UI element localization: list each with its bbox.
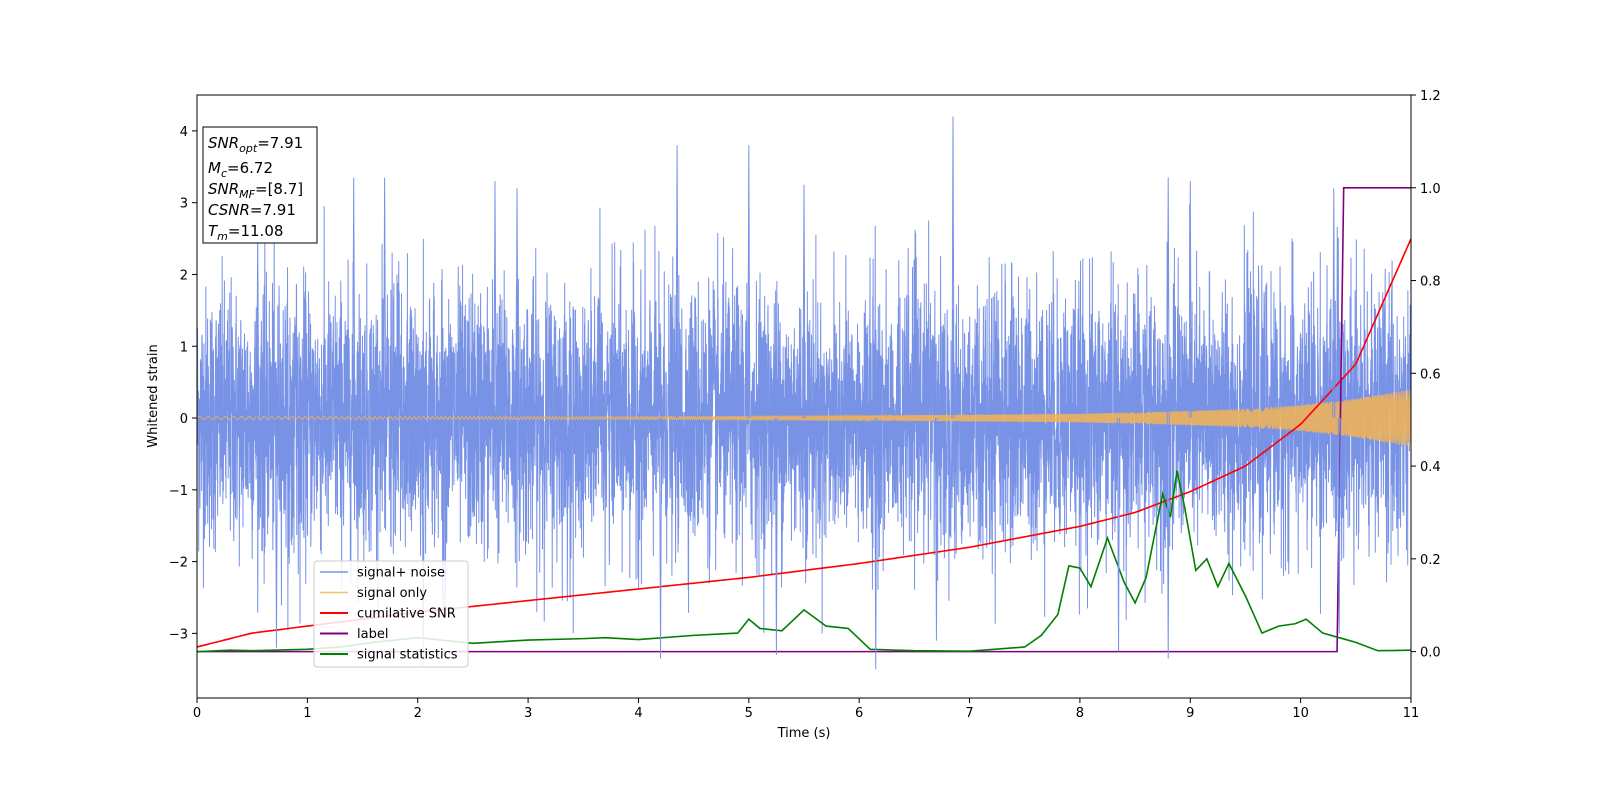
noise-spike (1332, 188, 1336, 419)
y-axis-ticks: −3 −2 −1 0 1 2 3 4 (169, 125, 197, 642)
legend-label: signal statistics (357, 648, 458, 663)
series-signal-noise-line (197, 204, 1411, 634)
plot-frame (196, 94, 1412, 699)
info-box-line: SNRopt=7.91 (208, 134, 303, 155)
info-box-line: CSNR=7.91 (208, 201, 296, 219)
x-tick-label: 3 (524, 706, 532, 721)
y-tick-label: 4 (180, 125, 188, 140)
y2-tick-label: 0.2 (1420, 553, 1441, 568)
noise-spike (659, 418, 663, 659)
noise-spike (1188, 181, 1192, 419)
x-tick-label: 7 (965, 706, 973, 721)
x-tick-label: 9 (1186, 706, 1194, 721)
noise-spike (1337, 418, 1341, 634)
noise-spike (774, 418, 778, 655)
y-tick-label: −2 (169, 556, 188, 571)
noise-spike (383, 177, 387, 419)
noise-spike (1166, 418, 1170, 659)
y2-tick-label: 0.6 (1420, 367, 1441, 382)
noise-spike (747, 145, 751, 419)
noise-spike (493, 181, 497, 419)
info-box-frame (202, 126, 318, 244)
info-box-line: SNRMF=[8.7] (208, 180, 303, 201)
x-tick-label: 1 (303, 706, 311, 721)
noise-spike (1117, 418, 1121, 652)
x-tick-label: 10 (1292, 706, 1309, 721)
noise-spike (515, 188, 519, 419)
y2-tick-label: 0.4 (1420, 460, 1441, 475)
y-tick-label: 0 (180, 412, 188, 427)
y-tick-label: 1 (180, 340, 188, 355)
info-box-line: Tm=11.08 (208, 222, 283, 243)
info-box-line: Mc=6.72 (208, 159, 273, 180)
noise-spike (274, 418, 278, 648)
noise-spike (352, 177, 356, 419)
y2-tick-label: 1.2 (1420, 89, 1441, 104)
x-tick-label: 5 (745, 706, 753, 721)
x-tick-label: 0 (193, 706, 201, 721)
y-tick-label: 2 (180, 268, 188, 283)
y-axis-title: Whitened strain (146, 344, 161, 447)
series-signal-statistics-line (197, 470, 1411, 653)
legend-frame (313, 560, 469, 668)
y2-tick-label: 0.8 (1420, 275, 1441, 290)
y2-tick-label: 0.0 (1420, 646, 1441, 661)
series-signal-only-line (197, 389, 1411, 447)
x-tick-label: 11 (1403, 706, 1420, 721)
y2-axis-ticks: 0.0 0.2 0.4 0.6 0.8 1.0 1.2 (1411, 89, 1441, 661)
noise-spike (874, 418, 878, 670)
legend: signal+ noise signal only cumilative SNR la… (313, 560, 469, 668)
y-tick-label: 3 (180, 197, 188, 212)
legend-label: signal only (357, 586, 427, 601)
noise-spike (951, 116, 955, 419)
y-tick-label: −3 (169, 627, 188, 642)
legend-label: signal+ noise (357, 566, 445, 581)
noise-spike (934, 418, 938, 641)
x-axis-title: Time (s) (777, 726, 831, 741)
x-tick-label: 4 (634, 706, 642, 721)
y-tick-label: −1 (169, 484, 188, 499)
noise-spike (1166, 177, 1170, 419)
noise-spike (802, 184, 806, 419)
legend-label: label (357, 627, 388, 642)
x-tick-label: 8 (1076, 706, 1084, 721)
noise-spike (675, 145, 679, 419)
legend-label: cumilative SNR (357, 607, 456, 622)
x-tick-label: 6 (855, 706, 863, 721)
y2-tick-label: 1.0 (1420, 182, 1441, 197)
x-axis-ticks: 0 1 2 3 4 5 6 7 8 9 10 11 (193, 698, 1419, 721)
x-tick-label: 2 (414, 706, 422, 721)
